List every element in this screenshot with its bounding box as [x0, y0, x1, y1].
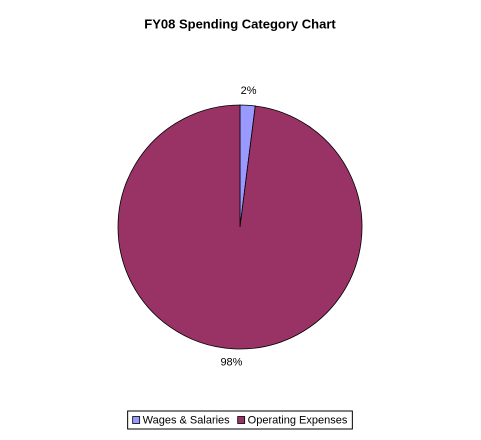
- legend-label: Operating Expenses: [248, 414, 348, 426]
- data-label: 98%: [220, 357, 242, 369]
- pie-slice: [117, 104, 363, 350]
- legend-label: Wages & Salaries: [143, 414, 231, 426]
- legend: Wages & Salaries Operating Expenses: [127, 410, 353, 430]
- data-label: 2%: [241, 85, 257, 97]
- legend-swatch: [237, 416, 246, 424]
- chart-title: FY08 Spending Category Chart: [144, 16, 336, 31]
- legend-swatch: [132, 416, 141, 424]
